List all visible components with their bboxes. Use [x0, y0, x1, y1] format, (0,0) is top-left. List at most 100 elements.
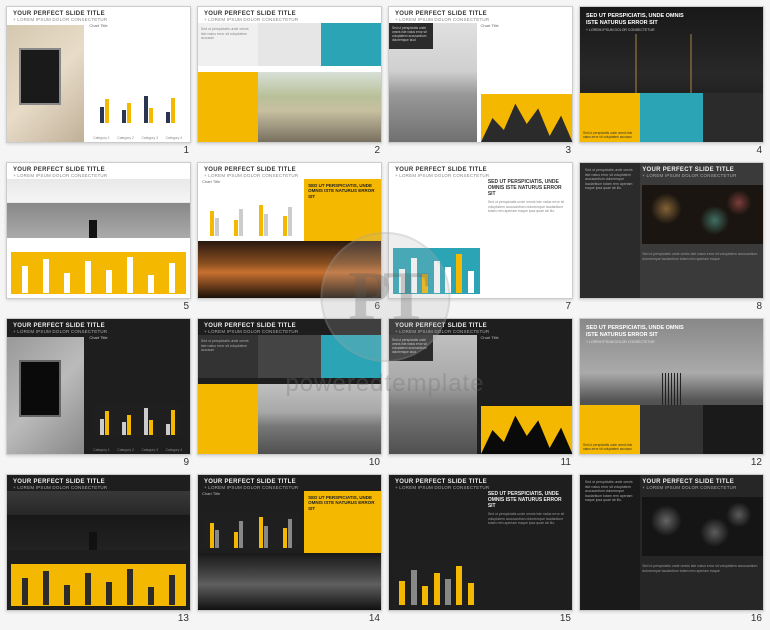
image-silhouette — [7, 179, 190, 238]
slide-subtitle: + LOREM IPSUM DOLOR CONSECTETUR — [395, 17, 489, 22]
image-laptop — [7, 337, 84, 454]
slide-cell: YOUR PERFECT SLIDE TITLE + LOREM IPSUM D… — [6, 474, 191, 624]
overlay-title: SED UT PERSPICIATIS, UNDE OMNIS ISTE NAT… — [586, 325, 690, 344]
slide-thumb-13[interactable]: YOUR PERFECT SLIDE TITLE + LOREM IPSUM D… — [6, 474, 191, 611]
panel-dark — [703, 405, 763, 454]
slide-cell: Sed ut perspiciatis unde omnis iste natu… — [197, 318, 382, 468]
slide-title-block: YOUR PERFECT SLIDE TITLE + LOREM IPSUM D… — [204, 479, 298, 490]
slide-number: 1 — [6, 143, 191, 156]
chart-categories: Category 1Category 2Category 3Category 4 — [89, 448, 186, 452]
slide-thumb-12[interactable]: SED UT PERSPICIATIS, UNDE OMNIS ISTE NAT… — [579, 318, 764, 455]
title-block: YOUR PERFECT SLIDE TITLE + LOREM IPSUM D… — [642, 479, 759, 497]
panel-teal — [321, 335, 381, 378]
slide-thumb-7[interactable]: SED UT PERSPICIATIS, UNDE OMNIS ISTE NAT… — [388, 162, 573, 299]
slide-thumb-8[interactable]: Sed ut perspiciatis unde omnis iste natu… — [579, 162, 764, 299]
slide-thumb-5[interactable]: YOUR PERFECT SLIDE TITLE + LOREM IPSUM D… — [6, 162, 191, 299]
image-sunset — [198, 241, 381, 298]
panel-2 — [258, 23, 320, 66]
slide-cell: Chart Title Category 1Category 2Category… — [6, 6, 191, 156]
text-column: SED UT PERSPICIATIS, UNDE OMNIS ISTE NAT… — [488, 491, 568, 606]
image-landscape — [258, 72, 381, 142]
image-silhouette — [7, 491, 190, 550]
slide-number: 12 — [579, 455, 764, 468]
image-bokeh — [642, 497, 763, 556]
slide-thumb-2[interactable]: Sed ut perspiciatis unde omnis iste natu… — [197, 6, 382, 143]
slide-subtitle: + LOREM IPSUM DOLOR CONSECTETUR — [204, 17, 298, 22]
slide-number: 13 — [6, 611, 191, 624]
area-chart — [481, 29, 573, 142]
slide-title-block: YOUR PERFECT SLIDE TITLE + LOREM IPSUM D… — [395, 479, 489, 490]
image-bokeh — [642, 185, 763, 244]
text-yellow: Sed ut perspiciatis unde omnis iste natu… — [583, 443, 634, 451]
slide-subtitle: + LOREM IPSUM DOLOR CONSECTETUR — [13, 17, 107, 22]
panel-mid — [640, 93, 702, 142]
slide-cell: YOUR PERFECT SLIDE TITLE + LOREM IPSUM D… — [6, 162, 191, 312]
panel-yellow: SED UT PERSPICIATIS, UNDE OMNIS ISTE NAT… — [304, 179, 381, 241]
slide-thumb-3[interactable]: Sed ut perspiciatis unde omnis iste natu… — [388, 6, 573, 143]
slide-subtitle: + LOREM IPSUM DOLOR CONSECTETUR — [395, 329, 489, 334]
sidebar-text: Sed ut perspiciatis unde omnis iste natu… — [580, 163, 640, 298]
slide-title-block: YOUR PERFECT SLIDE TITLE + LOREM IPSUM D… — [13, 323, 107, 334]
slide-thumb-16[interactable]: Sed ut perspiciatis unde omnis iste natu… — [579, 474, 764, 611]
slide-number: 7 — [388, 299, 573, 312]
slide-thumb-6[interactable]: Chart Title SED UT PERSPICIATIS, UNDE OM… — [197, 162, 382, 299]
slide-subtitle: + LOREM IPSUM DOLOR CONSECTETUR — [204, 173, 298, 178]
chart-title: Chart Title — [89, 335, 186, 340]
bar-chart — [389, 179, 484, 298]
slide-cell: Sed ut perspiciatis unde omnis iste natu… — [579, 474, 764, 624]
chart-title: Chart Title — [481, 23, 569, 28]
slide-cell: Chart Title SED UT PERSPICIATIS, UNDE OM… — [197, 162, 382, 312]
slide-number: 10 — [197, 455, 382, 468]
slide-title-block: YOUR PERFECT SLIDE TITLE + LOREM IPSUM D… — [13, 11, 107, 22]
slide-thumb-11[interactable]: Sed ut perspiciatis unde omnis iste natu… — [388, 318, 573, 455]
text-block: Sed ut perspiciatis unde omnis iste natu… — [201, 27, 252, 41]
slide-number: 15 — [388, 611, 573, 624]
slide-cell: Chart Title SED UT PERSPICIATIS, UNDE OM… — [197, 474, 382, 624]
slide-cell: SED UT PERSPICIATIS, UNDE OMNIS ISTE NAT… — [388, 162, 573, 312]
slide-title-block: YOUR PERFECT SLIDE TITLE + LOREM IPSUM D… — [13, 479, 107, 490]
slide-cell: Sed ut perspiciatis unde omnis iste natu… — [388, 318, 573, 468]
bar-chart — [7, 244, 190, 298]
slide-number: 8 — [579, 299, 764, 312]
slide-number: 3 — [388, 143, 573, 156]
panel-2 — [258, 335, 320, 378]
slide-title-block: YOUR PERFECT SLIDE TITLE + LOREM IPSUM D… — [395, 11, 489, 22]
bar-chart-wrap: Chart Title — [198, 491, 304, 553]
slide-title-block: YOUR PERFECT SLIDE TITLE + LOREM IPSUM D… — [395, 323, 489, 334]
slide-thumb-14[interactable]: Chart Title SED UT PERSPICIATIS, UNDE OM… — [197, 474, 382, 611]
area-chart — [481, 341, 573, 454]
slide-cell: SED UT PERSPICIATIS, UNDE OMNIS ISTE NAT… — [579, 318, 764, 468]
slide-thumb-1[interactable]: Chart Title Category 1Category 2Category… — [6, 6, 191, 143]
slide-cell: SED UT PERSPICIATIS, UNDE OMNIS ISTE NAT… — [579, 6, 764, 156]
chart-title: Chart Title — [481, 335, 569, 340]
slide-title-block: YOUR PERFECT SLIDE TITLE + LOREM IPSUM D… — [395, 167, 489, 178]
panel-yellow — [198, 384, 258, 454]
slide-subtitle: + LOREM IPSUM DOLOR CONSECTETUR — [204, 329, 298, 334]
overlay-title: SED UT PERSPICIATIS, UNDE OMNIS ISTE NAT… — [586, 13, 690, 32]
slide-subtitle: + LOREM IPSUM DOLOR CONSECTETUR — [395, 173, 489, 178]
slide-subtitle: + LOREM IPSUM DOLOR CONSECTETUR — [13, 329, 107, 334]
slide-number: 11 — [388, 455, 573, 468]
panel-dark — [703, 93, 763, 142]
slide-thumb-15[interactable]: SED UT PERSPICIATIS, UNDE OMNIS ISTE NAT… — [388, 474, 573, 611]
title-block: YOUR PERFECT SLIDE TITLE + LOREM IPSUM D… — [642, 167, 759, 185]
bar-chart — [7, 556, 190, 610]
bottom-text: Sed ut perspiciatis unde omnis iste natu… — [642, 252, 759, 294]
slide-title-block: YOUR PERFECT SLIDE TITLE + LOREM IPSUM D… — [204, 167, 298, 178]
sidebar-text: Sed ut perspiciatis unde omnis iste natu… — [580, 475, 640, 610]
slide-thumb-9[interactable]: Chart Title Category 1Category 2Category… — [6, 318, 191, 455]
slide-number: 9 — [6, 455, 191, 468]
slide-thumb-10[interactable]: Sed ut perspiciatis unde omnis iste natu… — [197, 318, 382, 455]
image-sunset — [198, 553, 381, 610]
slide-subtitle: + LOREM IPSUM DOLOR CONSECTETUR — [13, 173, 107, 178]
slide-number: 5 — [6, 299, 191, 312]
slide-number: 4 — [579, 143, 764, 156]
slide-number: 6 — [197, 299, 382, 312]
panel-yellow — [198, 72, 258, 142]
chart-title: Chart Title — [89, 23, 186, 28]
slide-title-block: YOUR PERFECT SLIDE TITLE + LOREM IPSUM D… — [204, 323, 298, 334]
slide-number: 16 — [579, 611, 764, 624]
dark-overlay: Sed ut perspiciatis unde omnis iste natu… — [389, 335, 433, 361]
slide-number: 14 — [197, 611, 382, 624]
slide-thumb-4[interactable]: SED UT PERSPICIATIS, UNDE OMNIS ISTE NAT… — [579, 6, 764, 143]
